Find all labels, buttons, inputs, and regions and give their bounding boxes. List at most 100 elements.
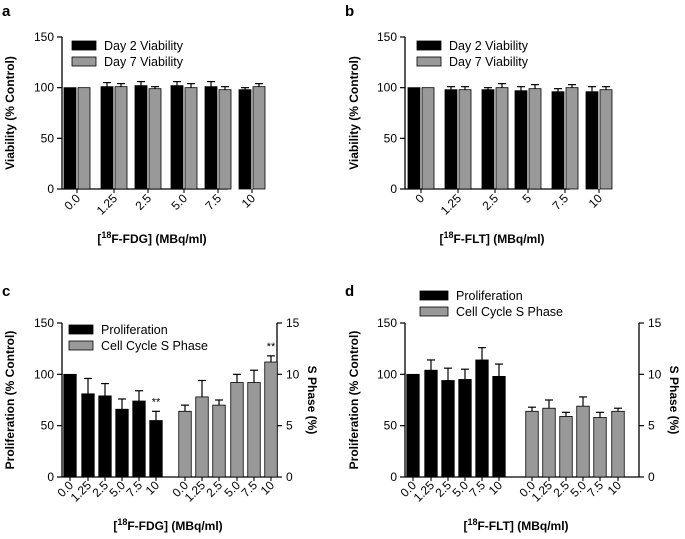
legend-swatch bbox=[68, 324, 94, 335]
bar-series-2 bbox=[421, 87, 435, 190]
chart-panel-d: 0 50 100 150 0 5 10 15 S Phase (%) Proliferation … bbox=[347, 289, 681, 533]
x-tick-label: 10 bbox=[486, 478, 506, 498]
x-axis-label-text: F-FDG] (MBq/ml) bbox=[127, 519, 222, 533]
y-tick-label: 50 bbox=[41, 419, 55, 433]
x-tick-label: 7.5 bbox=[238, 478, 260, 500]
y-tick-label: 0 bbox=[47, 182, 54, 196]
y-tick-label: 50 bbox=[384, 131, 398, 145]
y-tick-label: 100 bbox=[377, 367, 397, 381]
bar-series-1 bbox=[81, 393, 95, 478]
bar-series-2 bbox=[525, 410, 539, 478]
bar-series-2 bbox=[178, 410, 192, 478]
bar-series-1 bbox=[98, 395, 112, 478]
y-tick-label: 100 bbox=[34, 367, 54, 381]
x-tick-label: 2.5 bbox=[132, 191, 154, 213]
x-axis-label-bracket: [ bbox=[463, 519, 467, 533]
legend-label: Day 7 Viability bbox=[104, 55, 184, 69]
x-tick-label: 7.5 bbox=[466, 478, 488, 500]
x-tick-label: 0 bbox=[412, 191, 427, 206]
x-tick-label: 7.5 bbox=[123, 478, 145, 500]
bar-series-1 bbox=[406, 373, 420, 478]
x-axis-label-text: F-FLT] (MBq/ml) bbox=[477, 519, 568, 533]
legend-label: Day 2 Viability bbox=[104, 39, 184, 53]
bar-series-1 bbox=[63, 87, 77, 190]
legend-swatch bbox=[71, 40, 97, 51]
x-axis-label-text: F-FDG] (MBq/ml) bbox=[111, 232, 206, 246]
x-tick-label: 7.5 bbox=[549, 191, 571, 213]
bar-series-2 bbox=[184, 87, 198, 190]
y-tick-label: 0 bbox=[47, 470, 54, 484]
y-right-tick-label: 0 bbox=[648, 470, 655, 484]
y-right-tick-label: 15 bbox=[648, 316, 662, 330]
bar-series-2 bbox=[559, 416, 573, 478]
x-tick-label: 10 bbox=[586, 191, 606, 211]
legend-label: Day 2 Viability bbox=[449, 39, 529, 53]
x-axis-label-bracket: [ bbox=[439, 232, 443, 246]
x-tick-label: 5.0 bbox=[168, 191, 190, 213]
bar-series-1 bbox=[100, 86, 114, 190]
legend-swatch bbox=[419, 306, 449, 317]
panel-label-c: c bbox=[2, 283, 10, 300]
bar-series-2 bbox=[247, 382, 261, 478]
chart-panel-c: 0 50 100 150 0 5 10 15 S Phase (%) Proliferation … bbox=[3, 316, 319, 533]
y-right-tick-label: 10 bbox=[648, 367, 662, 381]
y-tick-label: 0 bbox=[390, 470, 397, 484]
legend-label: Cell Cycle S Phase bbox=[456, 305, 563, 319]
y-tick-label: 0 bbox=[390, 182, 397, 196]
x-axis-label-bracket: [ bbox=[97, 232, 101, 246]
panel-label-a: a bbox=[2, 3, 11, 20]
x-tick-label: 10 bbox=[239, 191, 259, 211]
bar-series-1 bbox=[63, 373, 77, 478]
bar-series-2 bbox=[611, 410, 625, 478]
x-axis-label-text: F-FLT] (MBq/ml) bbox=[453, 232, 544, 246]
x-axis-label: [18F-FLT] (MBq/ml) bbox=[463, 517, 568, 533]
y-tick-label: 50 bbox=[384, 419, 398, 433]
y-axis-label: Proliferation (% Control) bbox=[347, 331, 361, 470]
bar-series-1 bbox=[149, 420, 163, 478]
y-right-tick-label: 0 bbox=[286, 470, 293, 484]
x-tick-label: 7.5 bbox=[202, 191, 224, 213]
legend-label: Day 7 Viability bbox=[449, 55, 529, 69]
y-right-tick-label: 15 bbox=[286, 316, 300, 330]
y-axis-label: Viability (% Control) bbox=[3, 56, 17, 170]
bar-series-2 bbox=[230, 382, 244, 478]
bar-series-2 bbox=[218, 89, 232, 190]
x-axis-label-bracket: [ bbox=[113, 519, 117, 533]
bar-series-2 bbox=[195, 396, 209, 478]
bar-series-1 bbox=[204, 86, 218, 190]
bar-series-2 bbox=[528, 88, 542, 190]
x-axis-label-superscript: 18 bbox=[101, 230, 111, 240]
x-tick-label: 1.25 bbox=[94, 191, 121, 218]
x-axis-label-superscript: 18 bbox=[117, 517, 127, 527]
x-tick-label: 5 bbox=[519, 191, 534, 206]
chart-panel-b: 0 50 100 150 Viability (% Control) 0 1.25 2.5 5 7… bbox=[347, 30, 613, 246]
bar-series-2 bbox=[495, 87, 509, 190]
x-axis-label: [18F-FLT] (MBq/ml) bbox=[439, 230, 544, 246]
y-tick-label: 150 bbox=[377, 316, 397, 330]
chart-panel-a: 0 50 100 150 Viability (% Control) 0.0 1.25 2.5… bbox=[3, 30, 266, 246]
legend-swatch bbox=[71, 56, 97, 67]
bar-series-1 bbox=[115, 408, 129, 478]
bar-series-1 bbox=[458, 379, 472, 478]
bar-series-2 bbox=[576, 405, 590, 478]
bar-series-2 bbox=[252, 86, 266, 190]
legend-label: Proliferation bbox=[456, 289, 523, 303]
bar-series-2 bbox=[565, 87, 579, 190]
x-tick-label: 0.0 bbox=[61, 191, 83, 213]
bar-series-1 bbox=[238, 89, 252, 190]
bar-series-1 bbox=[424, 369, 438, 478]
bar-series-1 bbox=[481, 89, 495, 190]
bar-series-1 bbox=[170, 85, 184, 190]
bar-series-1 bbox=[492, 375, 506, 478]
panel-label-d: d bbox=[345, 283, 354, 300]
legend-swatch bbox=[416, 40, 442, 51]
x-tick-label: 1.25 bbox=[438, 191, 465, 218]
x-tick-label: 2.5 bbox=[479, 191, 501, 213]
significance-annotation: ** bbox=[152, 396, 161, 408]
bar-series-2 bbox=[148, 88, 162, 190]
bar-series-2 bbox=[212, 404, 226, 478]
x-axis-label-superscript: 18 bbox=[467, 517, 477, 527]
y-tick-label: 150 bbox=[34, 30, 54, 44]
panel-label-b: b bbox=[345, 3, 354, 20]
